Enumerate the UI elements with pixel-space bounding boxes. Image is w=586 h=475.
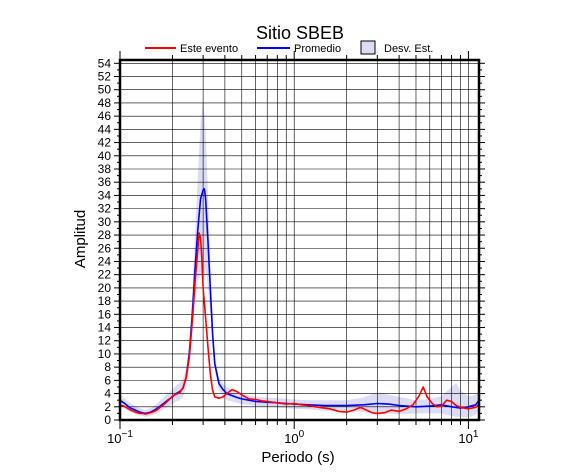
y-tick-label: 40 [98,149,112,163]
y-tick-label: 44 [98,122,112,136]
y-tick-label: 46 [98,109,112,123]
chart-title: Sitio SBEB [256,23,344,43]
y-tick-label: 8 [104,360,111,374]
plot-frame [118,58,481,422]
y-tick-label: 34 [98,188,112,202]
legend-label-promedio: Promedio [294,43,341,55]
y-tick-label: 2 [104,400,111,414]
y-tick-label: 16 [98,307,112,321]
y-tick-label: 14 [98,321,112,335]
y-tick-label: 54 [98,56,112,70]
y-tick-label: 26 [98,241,112,255]
y-tick-label: 38 [98,162,112,176]
y-tick-label: 36 [98,175,112,189]
y-axis-label: Amplitud [72,210,89,268]
y-tick-label: 22 [98,268,112,282]
x-tick-label: 100 [284,429,304,446]
series-line-este-evento [119,232,480,415]
x-tick-label: 10−1 [107,429,133,446]
y-tick-label: 10 [98,347,112,361]
y-tick-label: 18 [98,294,112,308]
y-tick-label: 50 [98,83,112,97]
x-axis-label: Periodo (s) [261,449,334,466]
y-tick-label: 24 [98,254,112,268]
plot-area: 0246810121416182022242628303234363840424… [98,51,485,446]
y-tick-label: 28 [98,228,112,242]
legend-swatch-desv-est [360,40,376,55]
y-tick-label: 32 [98,202,112,216]
y-tick-label: 12 [98,334,112,348]
y-tick-label: 42 [98,136,112,150]
series-line-promedio [119,188,480,415]
std-band [120,99,479,418]
y-tick-label: 0 [104,413,111,427]
y-tick-label: 48 [98,96,112,110]
y-tick-label: 30 [98,215,112,229]
y-tick-label: 52 [98,70,112,84]
y-tick-label: 20 [98,281,112,295]
x-tick-label: 101 [458,429,478,446]
legend-label-este-evento: Este evento [180,43,238,55]
y-tick-label: 4 [104,387,111,401]
legend-label-desv-est: Desv. Est. [384,43,433,55]
legend: Este evento Promedio Desv. Est. [145,40,433,55]
y-tick-label: 6 [104,373,111,387]
